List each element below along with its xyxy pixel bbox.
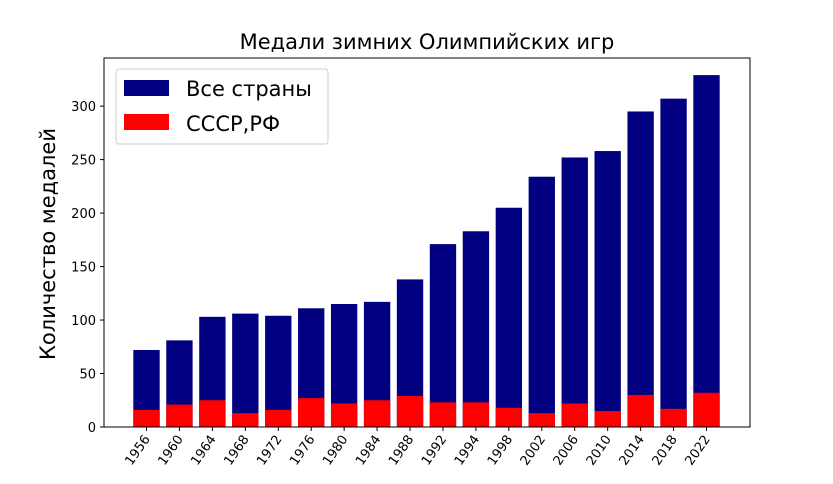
bar-all-countries-1972	[265, 315, 292, 427]
x-tick-label: 2014	[617, 433, 648, 469]
bar-ussr-rf-1992	[429, 402, 457, 427]
bar-all-countries-2022	[693, 75, 720, 428]
bar-all-countries-1998	[495, 207, 523, 427]
bar-all-countries-2014	[627, 111, 654, 427]
bar-ussr-rf-1980	[330, 403, 358, 427]
x-tick-label: 2006	[551, 433, 582, 469]
bar-ussr-rf-1968	[232, 413, 259, 427]
y-tick-label: 150	[71, 261, 96, 276]
legend-swatch-all-countries	[124, 80, 169, 96]
y-tick-label: 250	[71, 154, 96, 169]
bar-ussr-rf-1960	[166, 404, 193, 427]
bar-ussr-rf-1964	[199, 400, 226, 427]
x-tick-label: 1960	[155, 433, 186, 469]
y-tick-label: 300	[71, 100, 96, 115]
bar-ussr-rf-2010	[594, 410, 621, 427]
bar-ussr-rf-1956	[133, 409, 160, 427]
y-tick-label: 200	[71, 207, 96, 222]
series-ussr-rf-bars	[133, 392, 720, 427]
x-tick-label: 1956	[123, 433, 154, 469]
chart-title: Медали зимних Олимпийских игр	[240, 30, 615, 54]
bar-ussr-rf-2018	[660, 408, 687, 427]
x-tick-label: 1992	[419, 433, 450, 469]
y-tick-label: 100	[71, 314, 96, 329]
legend-swatch-ussr-rf	[124, 114, 169, 130]
bar-ussr-rf-2014	[627, 394, 654, 427]
x-tick-label: 2022	[683, 433, 714, 469]
x-tick-label: 1968	[221, 433, 252, 469]
x-tick-label: 1964	[188, 433, 219, 469]
y-axis-ticks: 0 50 100 150 200 250 300	[71, 100, 104, 436]
x-tick-label: 1980	[320, 433, 351, 469]
x-tick-label: 2018	[650, 433, 681, 469]
x-tick-label: 2010	[584, 433, 615, 469]
bar-ussr-rf-1984	[363, 400, 391, 427]
y-tick-label: 0	[88, 421, 96, 436]
x-tick-label: 2002	[518, 433, 549, 469]
plot-frame	[103, 57, 751, 428]
bar-all-countries-2010	[594, 151, 621, 428]
bar-all-countries-1994	[462, 231, 490, 427]
x-tick-label: 1998	[485, 433, 516, 469]
bar-ussr-rf-1988	[396, 395, 424, 427]
x-tick-label: 1976	[287, 433, 318, 469]
x-tick-label: 1994	[452, 433, 483, 469]
bar-ussr-rf-1994	[462, 402, 490, 427]
bar-ussr-rf-2022	[693, 392, 720, 427]
legend: Все страны СССР,РФ	[115, 68, 329, 145]
bar-all-countries-2002	[528, 176, 555, 427]
bar-ussr-rf-2002	[528, 413, 555, 427]
x-tick-label: 1972	[254, 433, 285, 469]
bar-all-countries-1968	[232, 313, 259, 427]
bar-ussr-rf-2006	[561, 403, 588, 427]
bar-all-countries-2006	[561, 157, 588, 427]
x-tick-label: 1984	[353, 433, 384, 469]
bar-ussr-rf-1972	[265, 409, 292, 427]
legend-label-ussr-rf: СССР,РФ	[186, 112, 280, 136]
bar-all-countries-2018	[660, 98, 687, 427]
x-axis-ticks: 1956 1960 1964 1968 1972 1976 1980 1984 1988 1992…	[123, 427, 714, 468]
legend-label-all-countries: Все страны	[186, 77, 312, 101]
y-axis-label: Количество медалей	[36, 128, 60, 360]
bar-ussr-rf-1976	[298, 398, 325, 427]
y-tick-label: 50	[79, 368, 96, 383]
bar-ussr-rf-1998	[495, 407, 523, 427]
x-tick-label: 1988	[386, 433, 417, 469]
bar-all-countries-1992	[429, 244, 457, 427]
